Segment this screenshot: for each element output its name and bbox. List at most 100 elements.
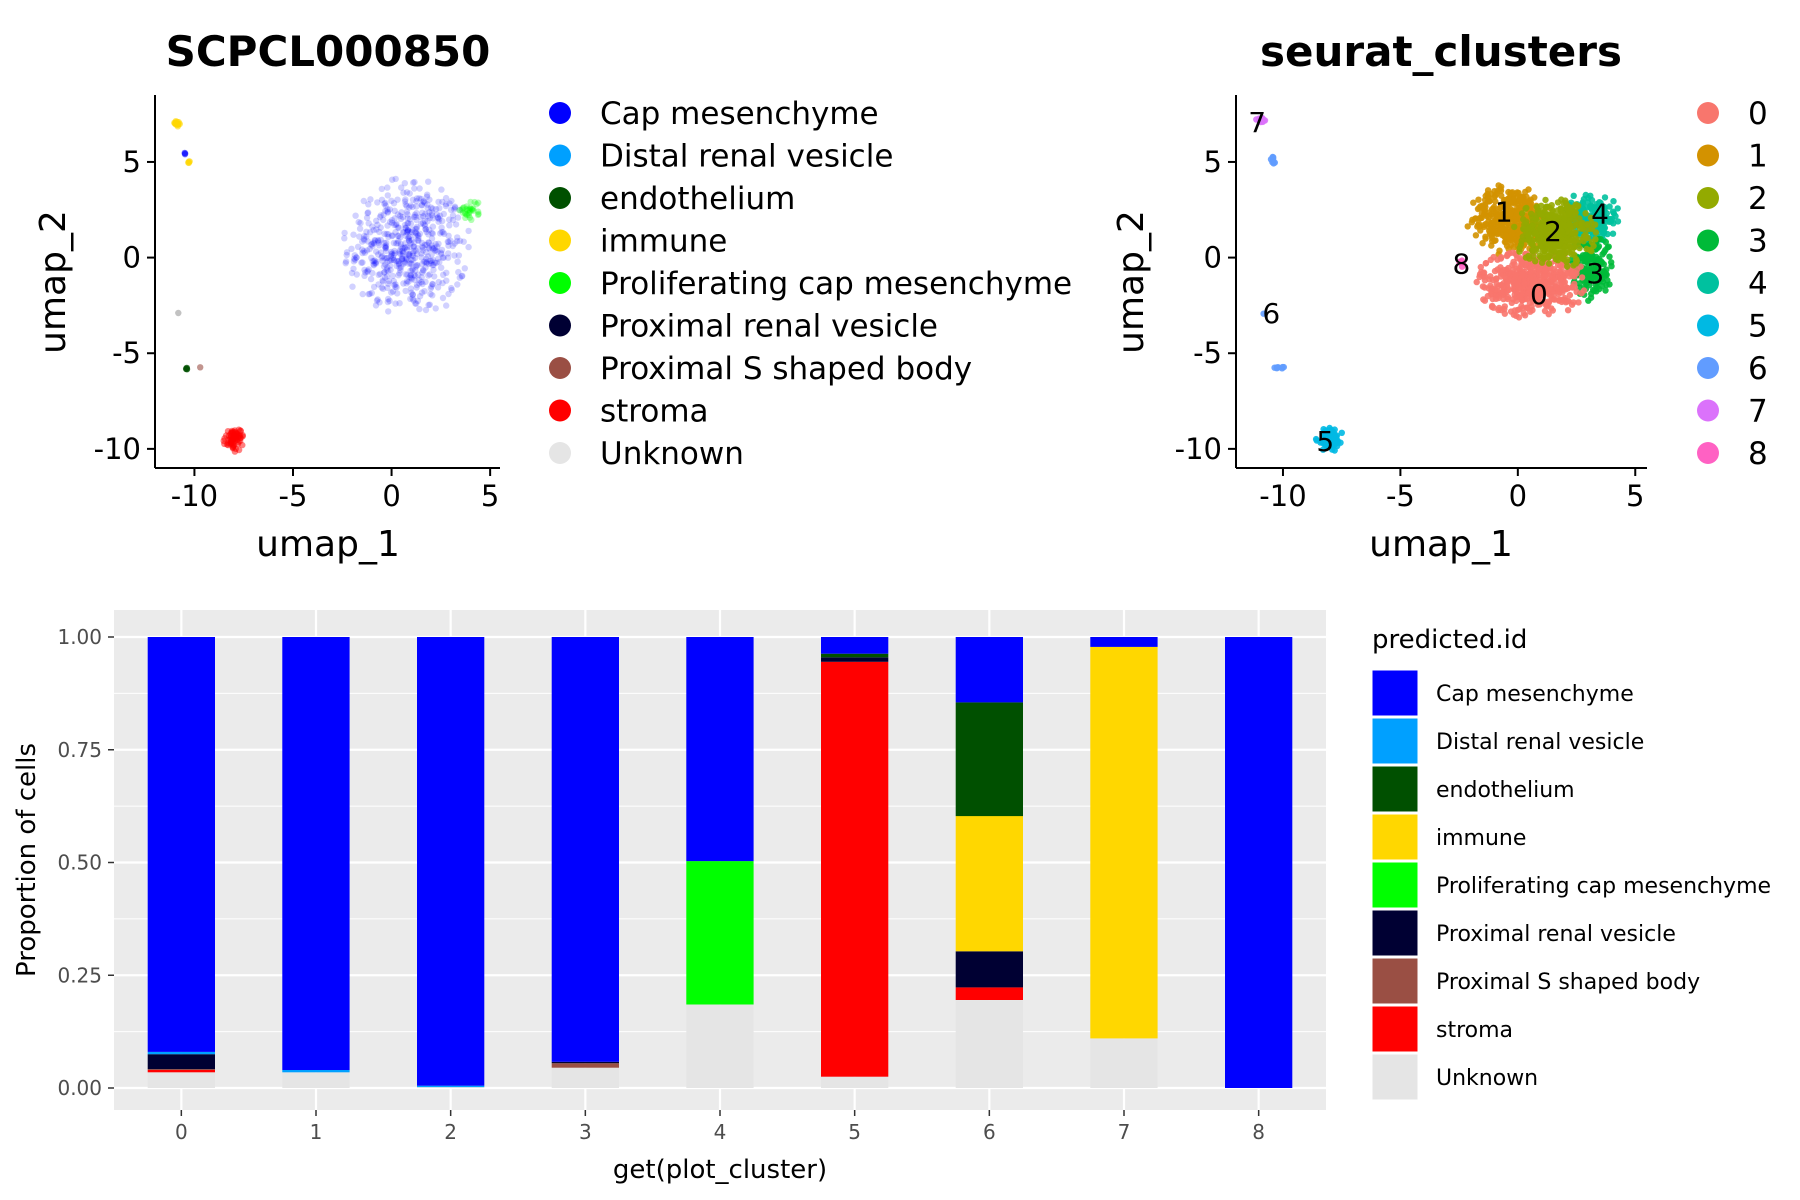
- panel1-point: [384, 206, 391, 213]
- panel1-point: [422, 278, 429, 285]
- panel1-point: [397, 243, 405, 250]
- panel1-point: [456, 206, 464, 213]
- panel2-point: [1603, 281, 1610, 289]
- panel2-point: [1578, 274, 1586, 281]
- panel2-legend-swatch: [1697, 357, 1719, 379]
- panel1-point: [373, 258, 380, 265]
- panel1-legend-swatch: [549, 314, 571, 337]
- panel1-point: [391, 250, 398, 257]
- panel2-point: [1569, 230, 1576, 237]
- panel2-point: [1528, 222, 1536, 230]
- bar-legend-item-unknown: Unknown: [1371, 1053, 1538, 1101]
- panel1-point: [422, 264, 429, 271]
- cluster-label-4: 4: [1591, 198, 1609, 231]
- panel1-point: [411, 271, 418, 278]
- bar-y-tick-label: 1.00: [57, 625, 102, 649]
- panel1-point: [385, 277, 393, 285]
- panel1-point: [420, 267, 427, 274]
- panel1-point: [419, 280, 426, 288]
- panel1-point: [441, 230, 448, 237]
- panel1-point: [405, 252, 413, 259]
- panel1-point: [420, 244, 427, 251]
- bar-segment-proliferating-cap-mesenchyme: [686, 861, 754, 1005]
- panel1-point: [421, 288, 428, 295]
- bar-segment-distal-renal-vesicle: [282, 1070, 350, 1073]
- panel1-point: [351, 252, 358, 259]
- panel1-point: [402, 201, 409, 208]
- panel1-point: [438, 228, 445, 236]
- panel1-point: [348, 269, 356, 277]
- panel1-point: [391, 281, 398, 289]
- panel1-point: [386, 262, 394, 269]
- panel1-point: [412, 229, 419, 236]
- panel2-point: [1597, 214, 1604, 221]
- panel2-point: [1479, 204, 1486, 212]
- panel2-point: [1593, 268, 1600, 275]
- panel2-point: [1482, 235, 1489, 242]
- panel2-point: [1602, 238, 1610, 246]
- panel2-point: [1566, 291, 1574, 299]
- panel2-point: [1498, 290, 1506, 297]
- panel1-point: [404, 226, 412, 234]
- panel1-legend-item-proximal-s-shaped-body: Proximal S shaped body: [549, 351, 972, 387]
- panel1-point: [456, 274, 463, 281]
- panel1-point: [433, 211, 441, 218]
- panel1-point: [422, 258, 429, 266]
- panel1-point: [467, 198, 474, 206]
- panel1-point: [425, 272, 432, 279]
- panel1-point: [416, 280, 423, 287]
- panel1-point: [403, 202, 410, 210]
- panel1-point: [364, 238, 372, 245]
- panel1-group-proliferating-cap-mesenchyme: [456, 198, 482, 223]
- panel1-point: [470, 207, 477, 214]
- panel1-point: [418, 254, 425, 261]
- panel1-point: [399, 247, 406, 255]
- bar-y-tick-label: 0.00: [57, 1076, 102, 1100]
- panel1-point: [406, 233, 413, 240]
- panel1-point: [396, 212, 404, 220]
- panel2-legend-swatch: [1697, 144, 1719, 167]
- panel1-point: [456, 207, 463, 214]
- panel1-point: [396, 264, 403, 271]
- panel1-point: [384, 184, 391, 191]
- panel1-point: [431, 244, 438, 252]
- panel2-point: [1527, 273, 1534, 281]
- panel1-point: [396, 234, 404, 241]
- panel1-point: [385, 280, 392, 287]
- panel1-point: [425, 239, 433, 246]
- panel1-point: [373, 217, 380, 224]
- bar-segment-unknown: [686, 1004, 754, 1088]
- panel2-point: [1548, 202, 1555, 209]
- panel1-point: [367, 229, 374, 236]
- panel2-group-5: [1312, 424, 1346, 454]
- panel1-point: [438, 250, 445, 258]
- panel1-point: [418, 239, 426, 247]
- panel1-point: [396, 247, 403, 254]
- panel2-point: [1586, 270, 1594, 277]
- panel2-point: [1485, 214, 1492, 221]
- panel2-point: [1579, 225, 1586, 232]
- panel2-point: [1585, 297, 1592, 304]
- panel1-point: [465, 211, 472, 219]
- panel1-point: [415, 237, 422, 244]
- panel1-point: [429, 256, 437, 264]
- panel2-point: [1499, 283, 1507, 290]
- panel1-point: [360, 197, 367, 205]
- panel1-point: [171, 119, 178, 127]
- panel1-point: [396, 300, 403, 307]
- panel1-point: [353, 254, 360, 261]
- panel1-point: [463, 211, 471, 219]
- panel2-point: [1518, 210, 1526, 217]
- panel1-point: [412, 225, 419, 233]
- panel1-x-tick-label: -10: [171, 479, 218, 513]
- panel1-point: [197, 364, 204, 371]
- bar-legend-swatch: [1371, 957, 1419, 1005]
- panel1-point: [388, 197, 395, 204]
- panel1-point: [375, 237, 382, 245]
- panel2-point: [1545, 260, 1553, 267]
- panel1-point: [390, 251, 397, 258]
- panel1-point: [396, 250, 404, 258]
- panel2-point: [1590, 242, 1597, 250]
- panel1-point: [410, 179, 417, 186]
- panel1-point: [440, 271, 447, 278]
